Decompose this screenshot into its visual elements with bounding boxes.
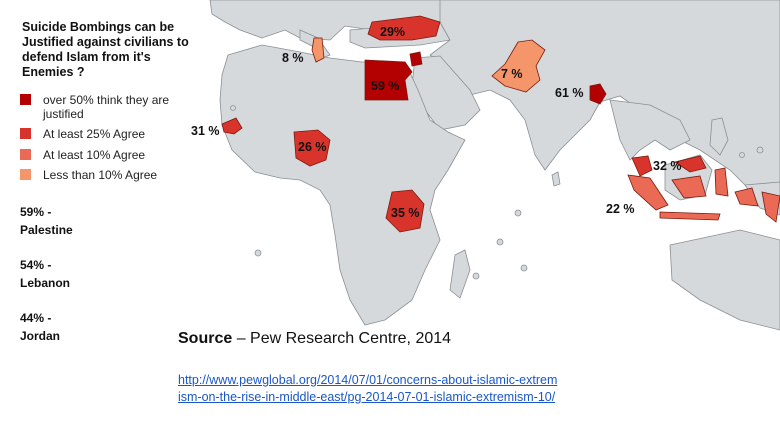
turkey-shape bbox=[367, 15, 441, 41]
legend-label: At least 10% Agree bbox=[43, 148, 146, 162]
island-dot bbox=[472, 272, 480, 280]
label-pakistan: 7 % bbox=[501, 67, 523, 81]
island-dot bbox=[230, 105, 236, 111]
label-tanzania: 35 % bbox=[391, 206, 420, 220]
legend-swatch bbox=[20, 169, 31, 180]
stat-place: Lebanon bbox=[20, 276, 70, 290]
legend-label: over 50% think they are justified bbox=[43, 93, 170, 121]
percentage-labels: 29% 8 % 59 % 7 % 61 % 31 % 26 % 35 % 32 … bbox=[191, 25, 682, 220]
stat-value: 54% - bbox=[20, 258, 52, 272]
island-dot bbox=[756, 146, 764, 154]
source-line: Source – Pew Research Centre, 2014 bbox=[178, 330, 451, 348]
legend-label: Less than 10% Agree bbox=[43, 168, 158, 182]
sri-lanka-landmass bbox=[551, 171, 561, 187]
tunisia-shape bbox=[311, 37, 325, 63]
tanzania-shape bbox=[385, 189, 425, 233]
malaysia-shape bbox=[631, 155, 707, 177]
source-label: Source bbox=[178, 330, 233, 347]
highlighted-countries bbox=[221, 15, 780, 233]
island-dots bbox=[230, 105, 764, 280]
philippines-landmass bbox=[709, 117, 729, 156]
senegal-shape bbox=[221, 117, 243, 135]
nigeria-shape bbox=[293, 129, 331, 167]
madagascar-landmass bbox=[449, 249, 471, 299]
stat-place: Palestine bbox=[20, 223, 73, 237]
legend-swatch bbox=[20, 149, 31, 160]
label-bangladesh: 61 % bbox=[555, 86, 584, 100]
indochina-landmass bbox=[609, 99, 691, 161]
stat-value: 59% - bbox=[20, 205, 52, 219]
label-indonesia: 22 % bbox=[606, 202, 635, 216]
jordan-shape bbox=[409, 51, 423, 67]
island-dot bbox=[496, 238, 504, 246]
island-dot bbox=[739, 152, 745, 158]
pakistan-shape bbox=[491, 39, 546, 93]
label-senegal: 31 % bbox=[191, 124, 220, 138]
legend-swatch bbox=[20, 128, 31, 139]
stat-value: 44% - bbox=[20, 311, 52, 325]
source-text: – Pew Research Centre, 2014 bbox=[232, 330, 452, 347]
label-malaysia: 32 % bbox=[653, 159, 682, 173]
label-nigeria: 26 % bbox=[298, 140, 327, 154]
source-link[interactable]: http://www.pewglobal.org/2014/07/01/conc… bbox=[178, 373, 558, 404]
bangladesh-shape bbox=[589, 83, 607, 105]
island-dot bbox=[254, 249, 262, 257]
legend-swatch bbox=[20, 94, 31, 105]
label-egypt: 59 % bbox=[371, 79, 400, 93]
label-turkey: 29% bbox=[380, 25, 405, 39]
asia-landmass bbox=[429, 0, 780, 211]
stat-place: Jordan bbox=[20, 329, 61, 343]
island-dot bbox=[514, 209, 522, 217]
island-dot bbox=[520, 264, 528, 272]
indonesia-shape bbox=[627, 167, 780, 223]
australia-landmass bbox=[669, 229, 780, 331]
stat-palestine: 59% - Palestine bbox=[20, 203, 120, 239]
legend-title: Suicide Bombings can be Justified agains… bbox=[22, 20, 189, 79]
legend-label: At least 25% Agree bbox=[43, 127, 146, 141]
egypt-shape bbox=[364, 59, 413, 101]
stat-lebanon: 54% - Lebanon bbox=[20, 256, 120, 292]
label-tunisia: 8 % bbox=[282, 51, 304, 65]
stat-jordan: 44% - Jordan bbox=[20, 309, 120, 345]
